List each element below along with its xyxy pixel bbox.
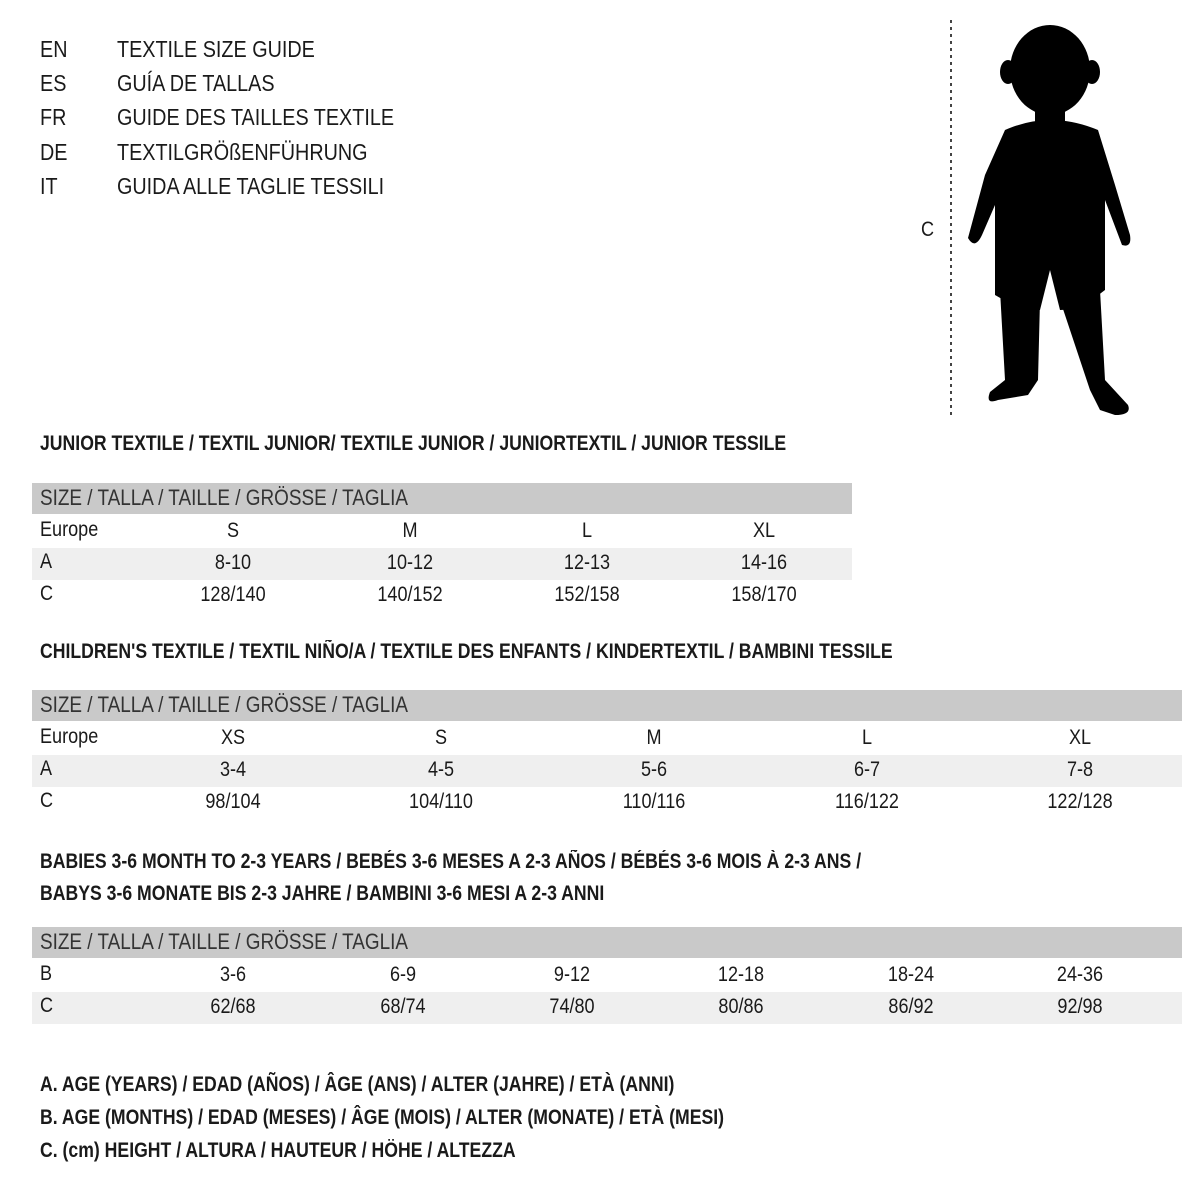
table-cell: 62/68 — [210, 995, 256, 1018]
title-lang-code: FR — [40, 104, 67, 130]
title-lang-code: ES — [40, 70, 67, 96]
table-cell: XL — [1068, 726, 1092, 749]
table-cell: 92/98 — [1057, 995, 1103, 1018]
table-row: A 8-10 10-12 12-13 14-16 — [32, 548, 852, 580]
table-cell: 152/158 — [554, 583, 620, 606]
title-text: GUIDE DES TAILLES TEXTILE — [117, 104, 395, 130]
table-row: B 3-6 6-9 9-12 12-18 18-24 24-36 — [32, 960, 1182, 992]
title-lang-code: DE — [40, 139, 68, 165]
child-silhouette-figure — [950, 20, 1131, 415]
table-cell: 6-9 — [389, 963, 417, 986]
table-header-row: SIZE / TALLA / TAILLE / GRÖSSE / TAGLIA — [32, 483, 852, 514]
section-title: BABIES 3-6 MONTH TO 2-3 YEARS / BEBÉS 3-… — [40, 850, 862, 873]
row-label: C — [40, 582, 54, 605]
table-cell: 68/74 — [380, 995, 426, 1018]
title-lang-code: EN — [40, 36, 68, 62]
section-title: CHILDREN'S TEXTILE / TEXTIL NIÑO/A / TEX… — [40, 640, 893, 663]
row-label: A — [40, 550, 53, 573]
child-silhouette-icon — [968, 25, 1131, 415]
table-cell: 7-8 — [1066, 758, 1094, 781]
table-cell: 12-13 — [563, 551, 611, 574]
legend-item: A. AGE (YEARS) / EDAD (AÑOS) / ÂGE (ANS)… — [40, 1073, 675, 1096]
table-row: C 98/104 104/110 110/116 116/122 122/128 — [32, 787, 1182, 819]
table-cell: 5-6 — [640, 758, 668, 781]
table-cell: 98/104 — [205, 790, 261, 813]
section-title: JUNIOR TEXTILE / TEXTIL JUNIOR/ TEXTILE … — [40, 432, 787, 455]
legend-item: C. (cm) HEIGHT / ALTURA / HAUTEUR / HÖHE… — [40, 1139, 516, 1162]
section-title: BABYS 3-6 MONATE BIS 2-3 JAHRE / BAMBINI… — [40, 882, 605, 905]
table-cell: S — [434, 726, 448, 749]
table-cell: 110/116 — [622, 790, 686, 813]
table-cell: 14-16 — [740, 551, 788, 574]
title-text: TEXTILE SIZE GUIDE — [117, 36, 315, 62]
table-header-text: SIZE / TALLA / TAILLE / GRÖSSE / TAGLIA — [40, 692, 409, 717]
table-cell: 10-12 — [386, 551, 434, 574]
table-cell: M — [402, 519, 418, 542]
title-text: TEXTILGRÖßENFÜHRUNG — [117, 139, 368, 165]
table-cell: 128/140 — [200, 583, 266, 606]
table-cell: XL — [752, 519, 776, 542]
table-cell: 104/110 — [409, 790, 473, 813]
table-cell: L — [581, 519, 593, 542]
table-header-row: SIZE / TALLA / TAILLE / GRÖSSE / TAGLIA — [32, 690, 1182, 721]
height-measure-label: C — [921, 218, 935, 241]
table-cell: 9-12 — [553, 963, 591, 986]
table-cell: 3-4 — [219, 758, 247, 781]
table-cell: 116/122 — [835, 790, 899, 813]
table-row: A 3-4 4-5 5-6 6-7 7-8 — [32, 755, 1182, 787]
table-cell: 6-7 — [853, 758, 881, 781]
table-header-text: SIZE / TALLA / TAILLE / GRÖSSE / TAGLIA — [40, 485, 409, 510]
table-cell: 122/128 — [1047, 790, 1113, 813]
table-cell: 140/152 — [377, 583, 443, 606]
row-label: A — [40, 757, 53, 780]
table-cell: 18-24 — [887, 963, 935, 986]
table-cell: S — [226, 519, 240, 542]
table-cell: 74/80 — [549, 995, 595, 1018]
row-label: Europe — [40, 518, 99, 541]
table-cell: 12-18 — [717, 963, 765, 986]
table-cell: 86/92 — [888, 995, 934, 1018]
title-lang-code: IT — [40, 173, 58, 199]
legend-item: B. AGE (MONTHS) / EDAD (MESES) / ÂGE (MO… — [40, 1106, 725, 1129]
table-cell: 3-6 — [219, 963, 247, 986]
table-cell: 24-36 — [1056, 963, 1104, 986]
table-cell: 8-10 — [214, 551, 252, 574]
title-text: GUIDA ALLE TAGLIE TESSILI — [117, 173, 385, 199]
table-header-row: SIZE / TALLA / TAILLE / GRÖSSE / TAGLIA — [32, 927, 1182, 958]
table-row: C 62/68 68/74 74/80 80/86 86/92 92/98 — [32, 992, 1182, 1024]
table-cell: 4-5 — [427, 758, 455, 781]
row-label: C — [40, 994, 54, 1017]
table-cell: XS — [220, 726, 246, 749]
table-cell: M — [646, 726, 662, 749]
table-cell: 158/170 — [731, 583, 797, 606]
table-header-text: SIZE / TALLA / TAILLE / GRÖSSE / TAGLIA — [40, 929, 409, 954]
title-text: GUÍA DE TALLAS — [117, 70, 275, 96]
row-label: B — [40, 962, 53, 985]
row-label: Europe — [40, 725, 99, 748]
table-cell: L — [861, 726, 873, 749]
table-row: Europe S M L XL — [32, 516, 852, 548]
table-cell: 80/86 — [718, 995, 764, 1018]
row-label: C — [40, 789, 54, 812]
table-row: Europe XS S M L XL — [32, 723, 1182, 755]
table-row: C 128/140 140/152 152/158 158/170 — [32, 580, 852, 612]
